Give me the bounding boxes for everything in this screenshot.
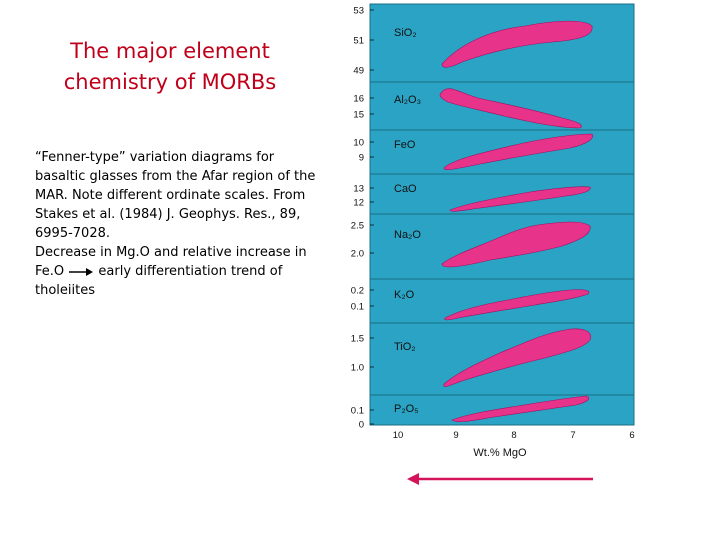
variation-diagram: SiO₂ 53 51 49 Al₂O₃ 16 15 FeO 10 9 CaO 13 12 Na₂O 2.5 2…	[351, 3, 635, 459]
composition-field	[439, 88, 582, 129]
panel-label: FeO	[394, 139, 416, 151]
panel-4: Na₂O 2.5 2.0	[351, 213, 635, 280]
panel-2: FeO 10 9	[353, 129, 635, 175]
y-tick-label: 51	[353, 36, 364, 47]
panel-0: SiO₂ 53 51 49	[353, 3, 635, 83]
panel-3: CaO 13 12	[353, 173, 635, 215]
panel-label: K₂O	[394, 289, 415, 301]
panel-7: P₂O₅ 0.1 0	[351, 394, 635, 431]
figure-caption: “Fenner-type” variation diagrams for bas…	[35, 148, 325, 300]
panel-label: Al₂O₃	[394, 94, 421, 106]
panels-group: SiO₂ 53 51 49 Al₂O₃ 16 15 FeO 10 9 CaO 13 12 Na₂O 2.5 2…	[351, 3, 635, 431]
composition-field	[443, 328, 591, 387]
x-tick-label: 8	[511, 430, 516, 441]
right-arrow-icon	[69, 267, 94, 276]
y-tick-label: 13	[353, 184, 364, 195]
y-tick-label: 9	[359, 153, 364, 164]
composition-field	[441, 221, 591, 268]
panel-label: Na₂O	[394, 229, 421, 241]
y-tick-label: 1.0	[351, 363, 364, 374]
caption-trend-text: Decrease in Mg.O and relative increase i…	[35, 245, 307, 279]
y-tick-label: 16	[353, 94, 364, 105]
y-tick-label: 10	[353, 138, 364, 149]
trend-arrow-icon	[407, 473, 593, 485]
x-tick-label: 9	[453, 430, 458, 441]
panel-label: P₂O₅	[394, 403, 419, 415]
panel-label: TiO₂	[394, 341, 416, 353]
composition-field	[451, 395, 589, 422]
x-axis: 10 9 8 7 6 Wt.% MgO	[393, 430, 635, 459]
composition-field	[444, 289, 590, 321]
panel-label: CaO	[394, 183, 417, 195]
caption-trend: Decrease in Mg.O and relative increase i…	[35, 243, 325, 300]
y-tick-label: 53	[353, 6, 364, 17]
caption-trend-text-2: early differentiation trend of tholeiite…	[35, 264, 283, 298]
y-tick-label: 2.0	[351, 249, 364, 260]
panel-6: TiO₂ 1.5 1.0	[351, 322, 635, 396]
composition-field	[441, 20, 593, 68]
y-tick-label: 1.5	[351, 334, 364, 345]
composition-field	[449, 186, 591, 212]
x-tick-label: 6	[629, 430, 634, 441]
panel-label: SiO₂	[394, 27, 417, 39]
panel-1: Al₂O₃ 16 15	[353, 81, 635, 131]
composition-field	[443, 133, 593, 170]
x-tick-label: 7	[570, 430, 575, 441]
y-tick-label: 0.2	[351, 286, 364, 297]
y-tick-label: 0.1	[351, 302, 364, 313]
y-tick-label: 0	[359, 420, 364, 431]
title-line-1: The major element	[70, 39, 270, 63]
slide-title: The major element chemistry of MORBs	[40, 36, 300, 98]
panel-5: K₂O 0.2 0.1	[351, 278, 635, 324]
caption-text: “Fenner-type” variation diagrams for bas…	[35, 150, 316, 241]
y-tick-label: 0.1	[351, 406, 364, 417]
y-tick-label: 2.5	[351, 221, 364, 232]
y-tick-label: 49	[353, 66, 364, 77]
y-tick-label: 12	[353, 198, 364, 209]
title-line-2: chemistry of MORBs	[63, 70, 277, 94]
x-axis-title: Wt.% MgO	[473, 447, 527, 459]
y-tick-label: 15	[353, 110, 364, 121]
x-tick-label: 10	[393, 430, 404, 441]
